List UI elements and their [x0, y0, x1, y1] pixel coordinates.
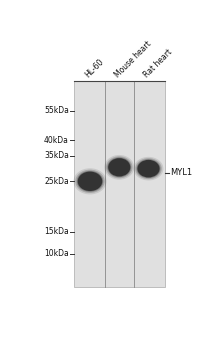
Text: Rat heart: Rat heart	[142, 47, 174, 79]
Text: 55kDa: 55kDa	[44, 106, 69, 115]
Text: Mouse heart: Mouse heart	[113, 39, 153, 79]
Ellipse shape	[73, 168, 106, 195]
Ellipse shape	[106, 156, 133, 178]
Ellipse shape	[137, 160, 160, 177]
Ellipse shape	[77, 171, 103, 192]
Ellipse shape	[136, 159, 161, 178]
Ellipse shape	[135, 158, 162, 179]
Text: 40kDa: 40kDa	[44, 136, 69, 145]
Ellipse shape	[78, 172, 102, 191]
Text: 25kDa: 25kDa	[44, 177, 69, 186]
Ellipse shape	[75, 170, 105, 193]
Text: MYL1: MYL1	[170, 168, 192, 177]
Text: 15kDa: 15kDa	[44, 228, 69, 237]
Bar	[74, 81, 165, 287]
Ellipse shape	[107, 158, 131, 177]
Ellipse shape	[108, 158, 130, 176]
Text: 35kDa: 35kDa	[44, 151, 69, 160]
Ellipse shape	[134, 157, 163, 181]
Ellipse shape	[104, 155, 134, 180]
Text: 10kDa: 10kDa	[44, 249, 69, 258]
Text: HL-60: HL-60	[84, 57, 106, 79]
